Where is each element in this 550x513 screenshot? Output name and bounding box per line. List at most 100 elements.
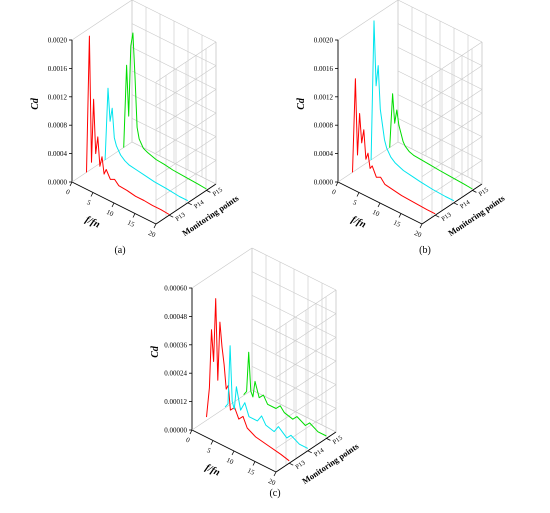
x-tick-label: 10 [371,208,381,218]
x-tick-label: 20 [267,477,277,487]
x-tick [398,213,402,218]
chart-panel-1: 0.0000 0.0004 0.0008 0.0012 0.0016 0.0020 Cd 0 5… [30,0,241,256]
z-axis-line [275,431,337,473]
z-tick [289,462,294,466]
floor-back-edge [131,141,217,185]
y-tick-label: 0.0008 [314,122,334,130]
x-tick [90,192,94,197]
x-tick [69,181,73,187]
x-tick-label: 5 [206,446,213,455]
z-tick [169,214,174,218]
panel-caption-3: (c) [269,488,280,499]
z-axis-line [421,183,483,225]
z-tick-label: P14 [313,447,326,459]
back-wall-grid-h [131,0,217,43]
x-tick-label: 5 [86,198,93,207]
x-tick [189,429,193,435]
chart-panel-2: 0.0000 0.0004 0.0008 0.0012 0.0016 0.0020 Cd 0 5… [296,0,507,256]
y-tick-label: 0.0016 [48,65,68,73]
z-axis-label: Monitoring points [180,193,241,239]
series-line-p15 [389,93,473,190]
z-tick-label: P14 [459,199,472,211]
x-tick-label: 15 [126,219,136,229]
back-wall-grid-h [251,271,337,314]
floor-left-edge [71,141,133,183]
back-wall-grid-h [397,0,483,43]
floor-back-edge [397,141,483,185]
left-wall-top [71,0,133,41]
y-axis-label: Cd [30,97,41,110]
z-tick-label: P13 [294,459,306,470]
y-tick-label: 0.00060 [164,285,187,293]
x-axis-label: f/fn [203,462,222,478]
x-tick [273,471,277,477]
series-line-p14 [104,87,189,202]
y-tick-label: 0.0020 [48,37,68,45]
back-wall-grid-h [397,23,483,66]
floor-back-edge [251,389,337,433]
z-tick [435,214,440,218]
series-line-p14 [370,20,455,202]
x-axis-label: f/fn [83,214,102,230]
z-axis-label: Monitoring points [446,193,507,239]
back-wall-grid-h [131,23,217,66]
z-axis-line [155,183,217,225]
y-tick-label: 0.0008 [48,122,68,130]
x-tick-label: 20 [413,229,423,239]
y-tick-label: 0.0004 [314,150,334,158]
x-tick-label: 0 [65,188,72,197]
y-tick-label: 0.00000 [164,427,187,435]
side-wall-grid-h [275,289,337,331]
x-tick [356,192,360,197]
floor-left-edge [337,141,399,183]
series-line-p14 [224,345,309,449]
z-tick-label: P15 [332,435,344,446]
y-tick-label: 0.0000 [48,179,68,187]
y-axis-label: Cd [296,97,307,110]
z-axis-label: Monitoring points [300,441,361,487]
x-tick [153,223,157,229]
series-line-p13 [86,35,170,215]
z-tick-label: P13 [440,211,452,222]
x-tick [111,202,115,208]
z-tick-label: P15 [212,187,224,198]
x-tick-label: 15 [246,467,256,477]
panel-caption-1: (a) [114,245,125,256]
x-tick [377,202,381,208]
z-tick [206,190,211,193]
x-tick-label: 0 [185,436,192,445]
z-tick [307,450,312,454]
z-tick [453,202,458,206]
series-line-p13 [206,298,290,462]
side-wall-grid-h [421,65,483,106]
y-tick-label: 0.0012 [48,93,68,101]
y-tick-label: 0.00048 [164,313,187,321]
y-tick-label: 0.00024 [164,370,187,378]
x-tick-label: 15 [392,219,402,229]
x-tick-label: 0 [331,188,338,197]
z-tick [472,190,477,193]
y-tick-label: 0.0012 [314,93,334,101]
x-tick-label: 20 [147,229,157,239]
x-tick [252,461,256,466]
floor-left-edge [191,389,253,431]
y-tick-label: 0.00036 [164,341,187,349]
series-line-p13 [352,78,436,215]
side-wall-grid-h [421,41,483,83]
y-tick-label: 0.0000 [314,179,334,187]
chart-panel-3: 0.00000 0.00012 0.00024 0.00036 0.00048 0.000… [150,247,361,499]
side-wall-grid-h [155,65,217,106]
x-tick [231,450,235,456]
series-line-p15 [243,351,327,437]
series-line-p15 [123,32,207,190]
side-wall-grid-h [155,41,217,83]
z-tick-label: P13 [174,211,186,222]
left-wall-top [337,0,399,41]
x-tick-label: 5 [352,198,359,207]
z-tick [187,202,192,206]
z-tick-label: P15 [478,187,490,198]
x-tick [419,223,423,229]
left-wall-top [191,247,253,289]
